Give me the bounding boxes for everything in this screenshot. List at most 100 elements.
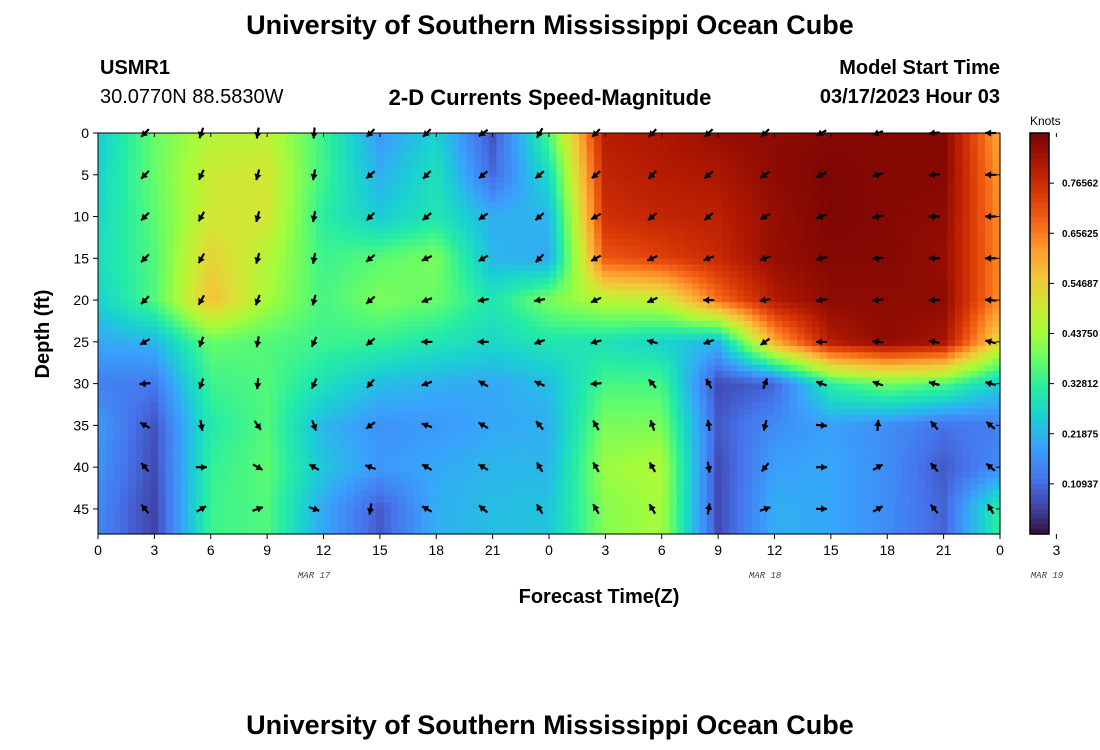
heatmap-cell (105, 139, 114, 147)
heatmap-cell (188, 189, 197, 197)
heatmap-cell (804, 151, 813, 159)
heatmap-cell (218, 245, 227, 253)
heatmap-cell (601, 264, 610, 272)
heatmap-cell (203, 327, 212, 335)
heatmap-cell (533, 226, 543, 234)
heatmap-cell (992, 189, 1001, 197)
heatmap-cell (894, 270, 903, 278)
heatmap-cell (699, 352, 708, 360)
heatmap-cell (503, 151, 513, 159)
heatmap-cell (263, 201, 272, 209)
heatmap-cell (165, 264, 174, 272)
heatmap-cell (812, 208, 821, 216)
heatmap-cell (270, 302, 279, 310)
heatmap-cell (421, 145, 430, 153)
heatmap-cell (564, 226, 573, 234)
heatmap-cell (939, 339, 948, 347)
heatmap-cell (391, 164, 400, 172)
heatmap-cell (406, 201, 415, 209)
heatmap-cell (180, 176, 189, 184)
heatmap-cell (774, 164, 783, 172)
heatmap-cell (571, 195, 580, 203)
heatmap-cell (443, 170, 452, 178)
heatmap-cell (894, 352, 903, 360)
heatmap-cell (759, 226, 768, 234)
heatmap-cell (128, 346, 137, 353)
heatmap-cell (556, 170, 565, 178)
heatmap-cell (676, 264, 685, 272)
heatmap-cell (616, 208, 625, 216)
heatmap-cell (488, 352, 497, 360)
heatmap-cell (962, 283, 971, 291)
heatmap-cell (864, 308, 873, 316)
heatmap-cell (676, 189, 685, 197)
heatmap-cell (616, 327, 625, 335)
heatmap-cell (609, 352, 618, 360)
heatmap-cell (594, 364, 603, 372)
heatmap-cell (210, 201, 219, 209)
heatmap-cell (887, 176, 896, 184)
heatmap-cell (842, 158, 851, 165)
heatmap-cell (481, 383, 490, 391)
heatmap-cell (511, 371, 520, 378)
heatmap-cell (879, 220, 888, 228)
heatmap-cell (428, 289, 437, 297)
heatmap-cell (782, 302, 791, 310)
heatmap-cell (391, 220, 400, 228)
heatmap-cell (774, 151, 783, 159)
heatmap-cell (564, 145, 573, 153)
heatmap-cell (564, 220, 573, 228)
heatmap-cell (939, 333, 948, 341)
heatmap-cell (533, 320, 543, 328)
heatmap-cell (180, 358, 189, 366)
heatmap-cell (203, 383, 212, 391)
heatmap-cell (406, 320, 415, 328)
heatmap-cell (624, 170, 633, 178)
heatmap-cell (556, 201, 565, 209)
heatmap-cell (225, 371, 234, 378)
heatmap-cell (458, 339, 467, 347)
heatmap-cell (451, 352, 460, 360)
heatmap-cell (586, 201, 595, 209)
heatmap-cell (346, 320, 355, 328)
heatmap-cell (428, 258, 437, 266)
heatmap-cell (834, 208, 843, 216)
heatmap-cell (601, 239, 610, 247)
heatmap-cell (947, 258, 956, 266)
heatmap-cell (954, 346, 964, 353)
heatmap-cell (631, 302, 640, 310)
heatmap-cell (579, 364, 588, 372)
heatmap-cell (804, 358, 813, 366)
heatmap-cell (511, 176, 520, 184)
heatmap-cell (992, 333, 1001, 341)
heatmap-cell (917, 164, 926, 172)
heatmap-cell (481, 364, 490, 372)
heatmap-cell (842, 226, 851, 234)
heatmap-cell (443, 308, 452, 316)
heatmap-cell (721, 352, 730, 360)
heatmap-cell (699, 133, 708, 140)
heatmap-cell (361, 252, 370, 259)
heatmap-cell (579, 201, 588, 209)
heatmap-cell (631, 352, 640, 360)
heatmap-cell (240, 201, 249, 209)
heatmap-cell (579, 133, 588, 140)
heatmap-cell (939, 258, 948, 266)
heatmap-cell (774, 314, 783, 322)
heatmap-cell (143, 389, 152, 397)
heatmap-cell (383, 164, 392, 172)
heatmap-cell (225, 220, 234, 228)
heatmap-cell (744, 352, 753, 360)
heatmap-cell (774, 214, 783, 222)
heatmap-cell (549, 352, 558, 360)
heatmap-cell (624, 339, 633, 347)
heatmap-cell (939, 239, 948, 247)
heatmap-cell (706, 258, 715, 266)
heatmap-cell (353, 283, 362, 291)
heatmap-cell (255, 233, 264, 241)
heatmap-cell (406, 270, 415, 278)
heatmap-cell (128, 176, 137, 184)
heatmap-cell (315, 277, 325, 284)
heatmap-cell (684, 245, 693, 253)
heatmap-cell (361, 164, 370, 172)
